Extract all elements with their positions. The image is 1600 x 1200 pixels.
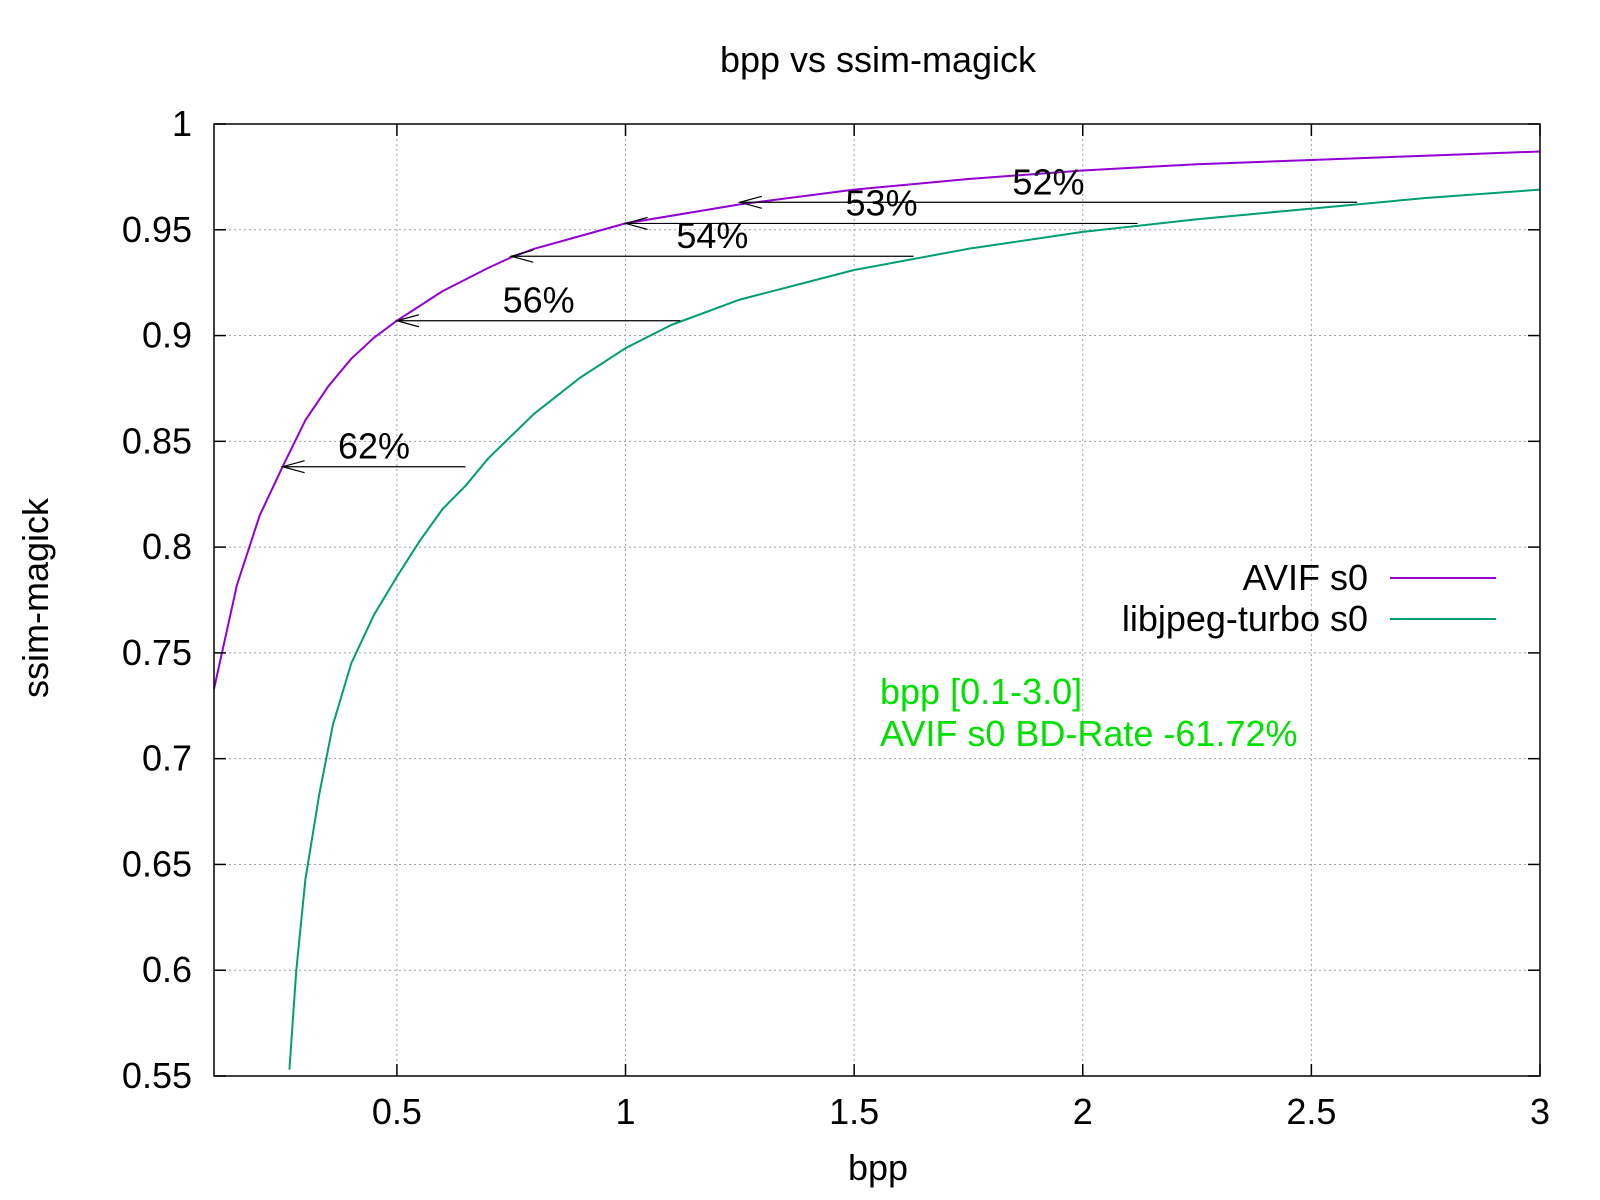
y-tick-label: 0.55: [122, 1055, 192, 1096]
annotation-label: 53%: [846, 182, 918, 223]
y-tick-label: 0.8: [142, 526, 192, 567]
legend-label-avif: AVIF s0: [1243, 557, 1368, 598]
legend-entry-avif: AVIF s0: [1243, 557, 1496, 598]
plot-series: [213, 150, 1541, 1070]
x-tick-label: 2: [1073, 1091, 1093, 1132]
series-line-0: [213, 150, 1541, 690]
annotation-arrowhead: [280, 460, 305, 474]
plot-frame: [213, 123, 1541, 1077]
bpp-range-label: bpp [0.1-3.0]: [880, 671, 1082, 712]
legend: AVIF s0 libjpeg-turbo s0: [1122, 557, 1496, 639]
x-tick-label: 2.5: [1286, 1091, 1336, 1132]
grid: [214, 124, 1540, 1076]
x-tick-label: 1.5: [829, 1091, 879, 1132]
y-tick-label: 1: [172, 103, 192, 144]
y-tick-label: 0.7: [142, 738, 192, 779]
bd-rate-label: AVIF s0 BD-Rate -61.72%: [880, 713, 1298, 754]
legend-label-libjpeg: libjpeg-turbo s0: [1122, 598, 1368, 639]
y-tick-label: 0.85: [122, 420, 192, 461]
annotation-label: 56%: [503, 280, 575, 321]
ticks: 0.5 1 1.5 2 2.5 3 0.55 0.6 0.65 0.7 0.75 0.8 0.85 0.9…: [122, 103, 1550, 1132]
chart-title: bpp vs ssim-magick: [720, 39, 1037, 80]
y-tick-label: 0.65: [122, 843, 192, 884]
y-axis-label: ssim-magick: [15, 497, 56, 698]
x-axis-label: bpp: [848, 1147, 908, 1188]
annotation-label: 62%: [338, 426, 410, 467]
legend-entry-libjpeg: libjpeg-turbo s0: [1122, 598, 1496, 639]
annotation-label: 54%: [676, 215, 748, 256]
y-tick-label: 0.75: [122, 632, 192, 673]
annotation-arrowhead: [737, 195, 762, 209]
annotations: 62% 56% 54% 53% 52%: [280, 161, 1358, 474]
annotation-arrowhead: [508, 249, 534, 263]
x-tick-label: 0.5: [372, 1091, 422, 1132]
annotation-arrowhead: [623, 216, 648, 231]
y-tick-label: 0.6: [142, 949, 192, 990]
annotation-label: 52%: [1012, 161, 1084, 202]
x-tick-label: 3: [1530, 1091, 1550, 1132]
series-line-1: [288, 188, 1541, 1070]
annotation-arrowhead: [394, 314, 420, 328]
y-tick-label: 0.95: [122, 209, 192, 250]
x-tick-label: 1: [616, 1091, 636, 1132]
bd-rate-info: bpp [0.1-3.0] AVIF s0 BD-Rate -61.72%: [880, 671, 1298, 754]
y-tick-label: 0.9: [142, 315, 192, 356]
